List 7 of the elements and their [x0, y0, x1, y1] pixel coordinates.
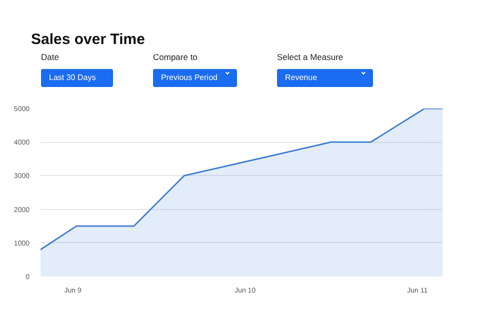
text: Last 30 Days: [41, 69, 113, 87]
text: Compare to: [153, 51, 198, 64]
chart-title: Sales over Time: [31, 30, 145, 50]
text: Date: [41, 51, 60, 64]
text: Revenue: [277, 69, 373, 87]
text: Select a Measure: [277, 51, 344, 64]
text: Previous Period: [153, 69, 237, 87]
